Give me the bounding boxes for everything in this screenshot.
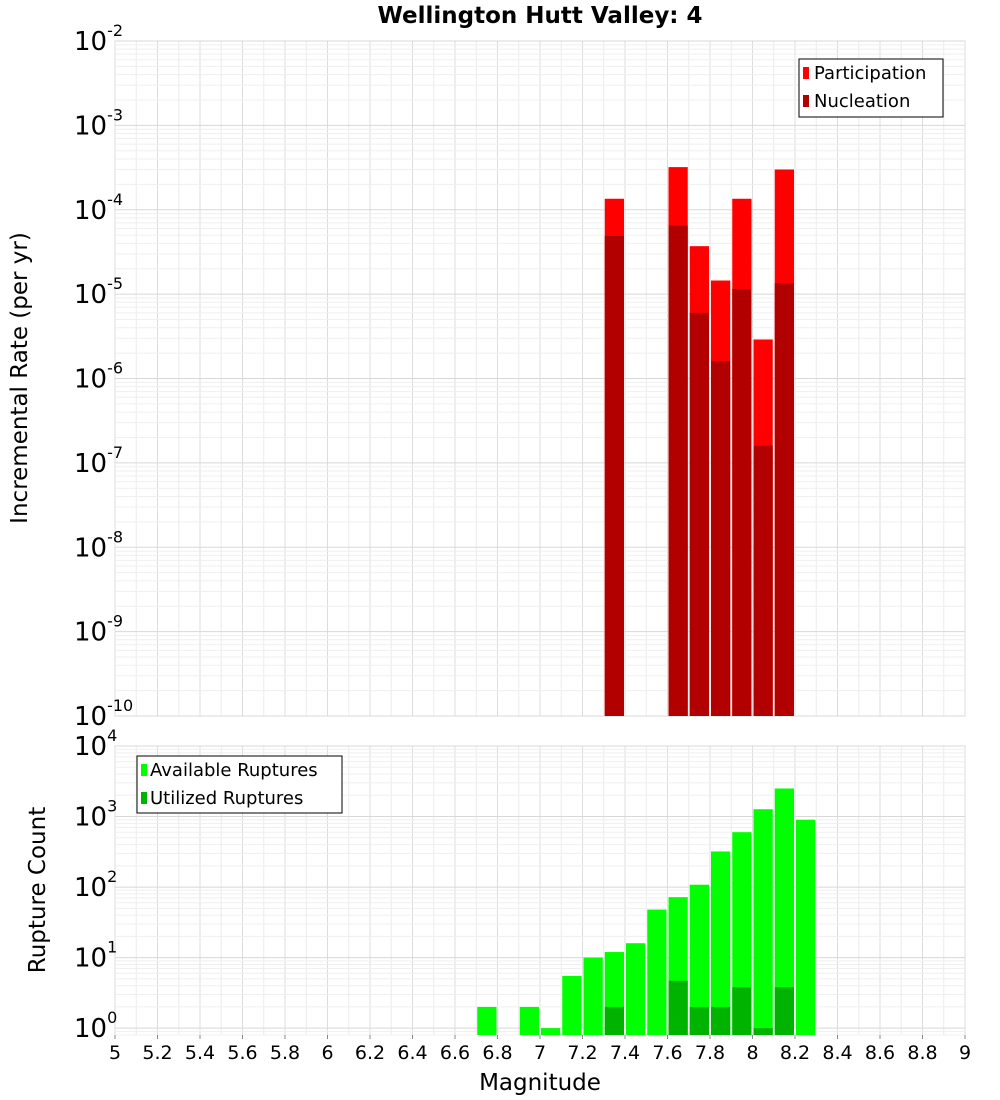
bar-nucleation [711,361,731,716]
top-bars [604,167,794,717]
y-tick-label: 10-4 [74,190,123,226]
x-tick-label: 5.6 [227,1042,257,1064]
bar-available-ruptures [541,1028,561,1035]
y-tick-label: 10-5 [74,274,123,310]
top-grid [114,40,966,717]
bar-nucleation [753,445,773,716]
y-tick-label: 10-10 [74,696,133,732]
y-tick-label: 102 [74,867,117,903]
bar-available-ruptures [753,809,773,1035]
bar-utilized-ruptures [689,1006,709,1035]
bar-available-ruptures [583,957,603,1035]
legend-label-nucleation: Nucleation [814,91,910,112]
bottom-legend-box [136,755,343,814]
x-tick-label: 8.6 [865,1042,895,1064]
legend-swatch-participation [803,67,809,79]
x-tick-label: 6.8 [482,1042,512,1064]
chart-title: Wellington Hutt Valley: 4 [377,3,702,29]
x-tick-label: 7 [534,1042,546,1064]
bottom-y-axis-label: Rupture Count [25,807,51,973]
legend-label-utilized: Utilized Ruptures [150,788,303,809]
y-tick-label: 101 [74,938,117,974]
y-tick-label: 10-2 [74,21,123,57]
bar-available-ruptures [774,788,794,1035]
top-legend-box [798,58,944,118]
x-tick-label: 6.2 [355,1042,385,1064]
bar-available-ruptures [647,909,667,1035]
bar-nucleation [732,289,752,716]
legend-swatch-available [141,764,147,776]
legend-label-available: Available Ruptures [150,760,318,781]
x-tick-label: 8 [746,1042,758,1064]
bar-utilized-ruptures [604,1006,624,1035]
bar-available-ruptures [796,819,816,1035]
x-tick-label: 5 [109,1042,121,1064]
top-y-axis-label: Incremental Rate (per yr) [7,232,33,524]
legend-swatch-nucleation [803,95,809,107]
top-legend: Participation Nucleation [798,58,944,118]
y-tick-label: 10-6 [74,359,123,395]
bar-utilized-ruptures [668,980,688,1035]
x-axis-label: Magnitude [479,1070,601,1096]
bar-utilized-ruptures [753,1028,773,1035]
x-ticks: 5 5.2 5.4 5.6 5.8 6 6.2 6.4 6.6 6.8 7 7.2 7.4 7.6 7.8 8… [109,1035,971,1064]
y-tick-label: 104 [74,726,117,762]
x-tick-label: 5.2 [142,1042,172,1064]
bottom-bars [477,788,816,1035]
x-tick-label: 6.6 [440,1042,470,1064]
top-panel: 10-2 10-3 10-4 10-5 10-6 10-7 10-8 10-9 10-10 In… [7,21,966,732]
x-tick-label: 7.8 [695,1042,725,1064]
x-tick-label: 6.4 [397,1042,427,1064]
bottom-y-ticks: 104 103 102 101 100 [74,726,117,1044]
bar-utilized-ruptures [711,1006,731,1035]
bar-available-ruptures [711,851,731,1035]
bottom-legend: Available Ruptures Utilized Ruptures [136,755,343,814]
y-tick-label: 10-3 [74,105,123,141]
x-tick-label: 7.4 [610,1042,640,1064]
bar-utilized-ruptures [774,987,794,1035]
legend-swatch-utilized [141,792,147,804]
bottom-panel: 104 103 102 101 100 5 5.2 5.4 5.6 5.8 6 6.2 6.4 6.6 6… [25,726,971,1096]
bar-available-ruptures [732,832,752,1035]
x-tick-label: 6 [321,1042,333,1064]
x-tick-label: 8.4 [822,1042,852,1064]
bar-available-ruptures [562,975,582,1035]
x-tick-label: 5.4 [185,1042,215,1064]
y-tick-label: 10-9 [74,612,123,648]
x-tick-label: 7.6 [652,1042,682,1064]
bar-available-ruptures [626,943,646,1035]
bar-nucleation [604,235,624,716]
bar-available-ruptures [689,884,709,1035]
legend-label-participation: Participation [814,63,926,84]
x-tick-label: 8.2 [780,1042,810,1064]
bar-nucleation [689,312,709,716]
y-tick-label: 10-8 [74,527,123,563]
bar-utilized-ruptures [732,987,752,1035]
bar-nucleation [668,225,688,716]
y-tick-label: 100 [74,1008,117,1044]
top-y-ticks: 10-2 10-3 10-4 10-5 10-6 10-7 10-8 10-9 10-10 [74,21,133,732]
x-tick-label: 5.8 [270,1042,300,1064]
bar-available-ruptures [477,1006,497,1035]
x-tick-label: 7.2 [567,1042,597,1064]
x-tick-label: 8.8 [907,1042,937,1064]
bar-available-ruptures [519,1006,539,1035]
y-tick-label: 103 [74,797,117,833]
x-tick-label: 9 [959,1042,971,1064]
y-tick-label: 10-7 [74,443,123,479]
bar-nucleation [774,283,794,716]
